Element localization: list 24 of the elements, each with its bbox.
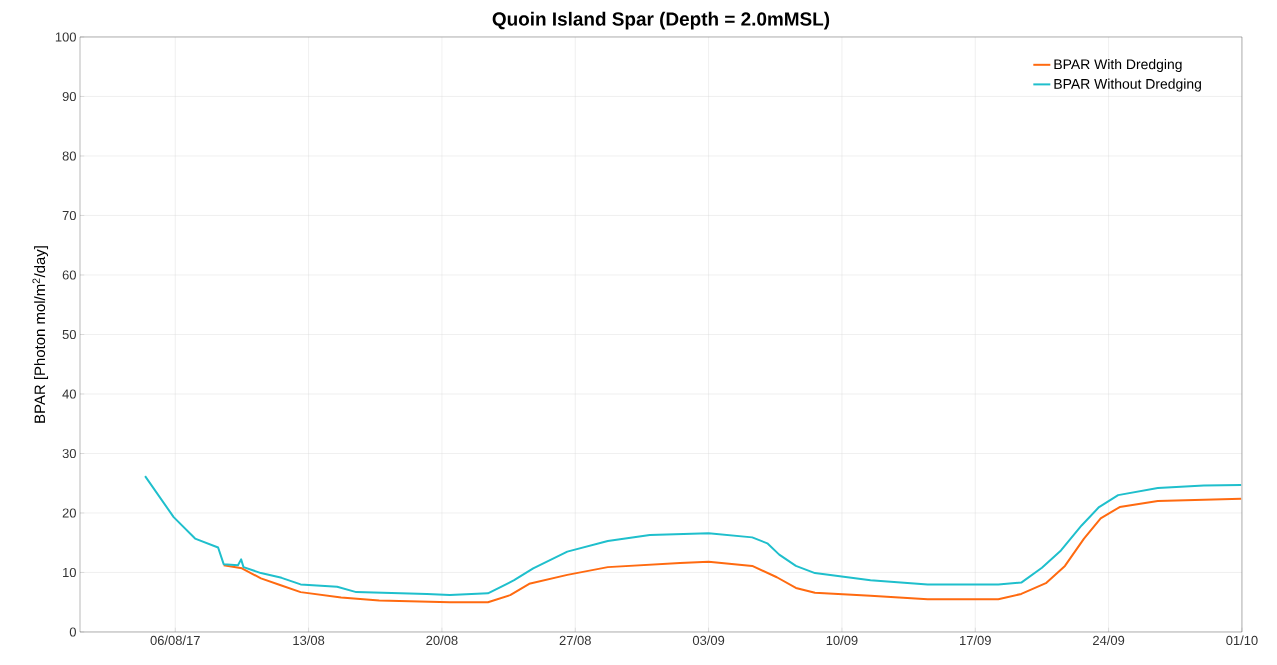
y-tick-label: 0 [69,627,76,637]
x-tick-label: 13/08 [293,635,325,646]
y-tick-label: 10 [63,567,76,578]
y-tick-label: 40 [62,389,76,399]
x-tick-label: 17/09 [960,635,991,646]
y-tick-label: 80 [62,151,76,161]
x-tick-label: 10/09 [826,635,858,646]
y-tick-label: 100 [55,32,76,42]
legend-label: BPAR With Dredging [1054,59,1182,73]
legend-label: BPAR Without Dredging [1054,78,1201,92]
y-tick-label: 30 [62,448,76,459]
y-tick-label: 20 [62,508,76,518]
x-tick-label: 24/09 [1093,635,1125,646]
chart-title: Quoin Island Spar (Depth = 2.0mMSL) [492,11,830,30]
y-tick-label: 50 [62,329,76,340]
x-tick-label: 01/10 [1226,635,1258,646]
x-tick-label: 27/08 [559,635,591,646]
y-tick-label: 60 [62,270,76,280]
x-tick-label: 03/09 [692,635,725,646]
y-tick-label: 90 [62,91,76,102]
x-tick-label: 20/08 [426,635,458,646]
x-tick-label: 06/08/17 [150,635,200,646]
y-tick-label: 70 [62,210,76,221]
y-axis-title: BPAR [Photon mol/m$^{2}$/day] [32,246,49,423]
